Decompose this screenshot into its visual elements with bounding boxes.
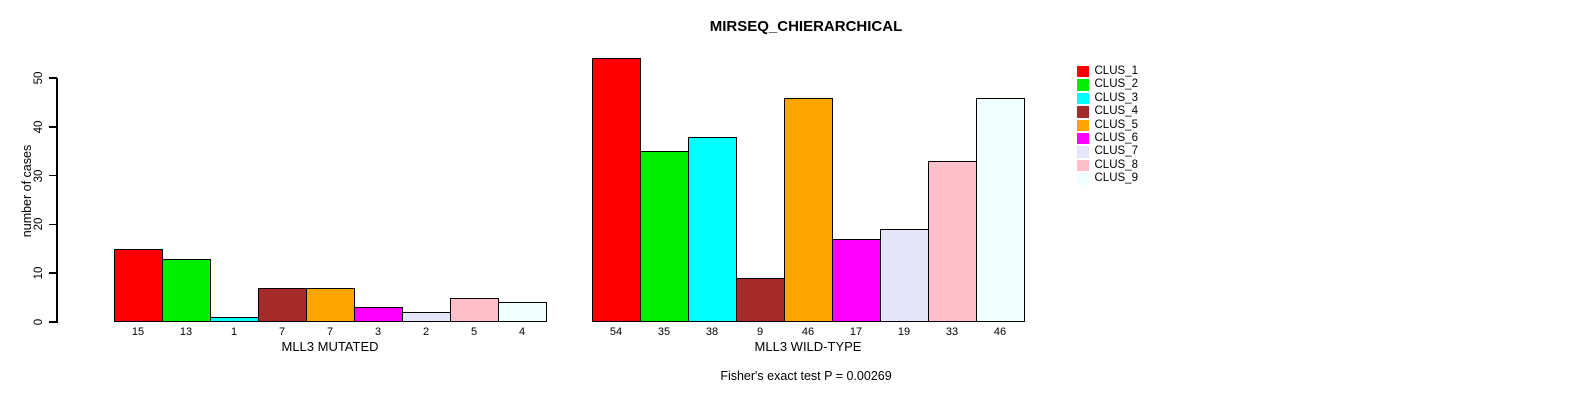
bar-clus_7-mll3-wild-type [880, 229, 930, 322]
bar-value-label: 33 [945, 326, 959, 338]
bar-value-label: 46 [801, 326, 815, 338]
bar-value-label: 9 [756, 326, 764, 338]
bar-value-label: 7 [326, 326, 334, 338]
legend-item-clus_9: CLUS_9 [1077, 172, 1138, 185]
bar-clus_3-mll3-mutated [210, 317, 260, 322]
legend-item-clus_7: CLUS_7 [1077, 145, 1138, 158]
legend-item-clus_6: CLUS_6 [1077, 132, 1138, 145]
bar-clus_3-mll3-wild-type [688, 136, 738, 322]
legend-item-label: CLUS_3 [1094, 91, 1138, 104]
y-tick-label: 50 [33, 71, 45, 85]
legend-item-clus_5: CLUS_5 [1077, 119, 1138, 132]
bar-clus_8-mll3-mutated [450, 297, 500, 322]
bar-clus_5-mll3-wild-type [784, 97, 834, 322]
group-label-mll3-wild-type: MLL3 WILD-TYPE [754, 339, 862, 354]
bar-clus_4-mll3-wild-type [736, 278, 786, 322]
legend-item-label: CLUS_1 [1094, 65, 1138, 77]
legend-item-clus_2: CLUS_2 [1077, 78, 1138, 91]
bar-clus_6-mll3-wild-type [832, 239, 882, 322]
bar-value-label: 7 [278, 326, 286, 338]
legend-item-label: CLUS_5 [1094, 118, 1138, 131]
y-tick-label: 40 [33, 120, 45, 134]
legend-item-label: CLUS_4 [1094, 105, 1138, 118]
bar-value-label: 54 [609, 326, 623, 338]
y-tick [48, 174, 57, 177]
legend-swatch [1077, 119, 1089, 132]
bar-value-label: 15 [131, 326, 145, 338]
y-tick [48, 321, 57, 323]
group-label-mll3-mutated: MLL3 MUTATED [281, 339, 379, 354]
legend-item-label: CLUS_6 [1094, 132, 1138, 144]
bar-value-label: 4 [518, 326, 526, 338]
bar-clus_2-mll3-mutated [162, 258, 212, 322]
y-tick [48, 77, 57, 79]
legend-item-clus_3: CLUS_3 [1077, 92, 1138, 105]
legend-item-clus_4: CLUS_4 [1077, 105, 1138, 118]
bar-clus_9-mll3-mutated [498, 302, 548, 322]
bar-value-label: 17 [849, 326, 863, 338]
bar-value-label: 2 [422, 326, 430, 338]
legend-swatch [1077, 132, 1089, 145]
bar-value-label: 35 [657, 326, 671, 338]
bar-clus_7-mll3-mutated [402, 312, 452, 322]
legend-swatch [1077, 79, 1089, 91]
legend-item-label: CLUS_2 [1094, 78, 1138, 91]
y-tick-label: 30 [33, 169, 45, 182]
legend-item-clus_1: CLUS_1 [1077, 65, 1138, 78]
bar-value-label: 1 [230, 326, 238, 338]
y-tick [48, 272, 57, 274]
legend-swatch [1077, 92, 1089, 105]
bar-clus_1-mll3-mutated [114, 248, 164, 322]
y-tick [48, 223, 57, 226]
bar-value-label: 38 [705, 326, 719, 338]
y-tick-label: 20 [33, 217, 45, 231]
legend-item-label: CLUS_9 [1094, 172, 1138, 185]
bar-value-label: 13 [179, 326, 193, 338]
chart-annotation: Fisher's exact test P = 0.00269 [720, 369, 892, 383]
y-axis-line [56, 78, 58, 323]
legend-item-label: CLUS_8 [1094, 158, 1138, 171]
bar-clus_9-mll3-wild-type [976, 97, 1026, 322]
chart-title: MIRSEQ_CHIERARCHICAL [709, 18, 903, 35]
bar-clus_6-mll3-mutated [354, 307, 404, 322]
bar-clus_1-mll3-wild-type [592, 58, 642, 322]
y-axis-label: number of cases [20, 144, 34, 238]
bar-clus_4-mll3-mutated [258, 287, 308, 322]
legend-swatch [1077, 173, 1089, 185]
legend-item-clus_8: CLUS_8 [1077, 159, 1138, 172]
bar-clus_5-mll3-mutated [306, 287, 356, 322]
legend-swatch [1077, 106, 1089, 118]
y-tick-label: 10 [33, 266, 45, 280]
y-tick-label: 0 [33, 318, 45, 326]
legend-swatch [1077, 146, 1089, 158]
legend-swatch [1077, 159, 1089, 172]
bar-value-label: 5 [470, 326, 478, 338]
bar-clus_2-mll3-wild-type [640, 151, 690, 322]
bar-value-label: 19 [897, 326, 911, 338]
legend-swatch [1077, 65, 1089, 78]
bar-value-label: 3 [374, 326, 382, 338]
legend-item-label: CLUS_7 [1094, 145, 1138, 158]
bar-clus_8-mll3-wild-type [928, 160, 978, 322]
y-tick [48, 126, 57, 128]
bar-value-label: 46 [993, 326, 1007, 338]
